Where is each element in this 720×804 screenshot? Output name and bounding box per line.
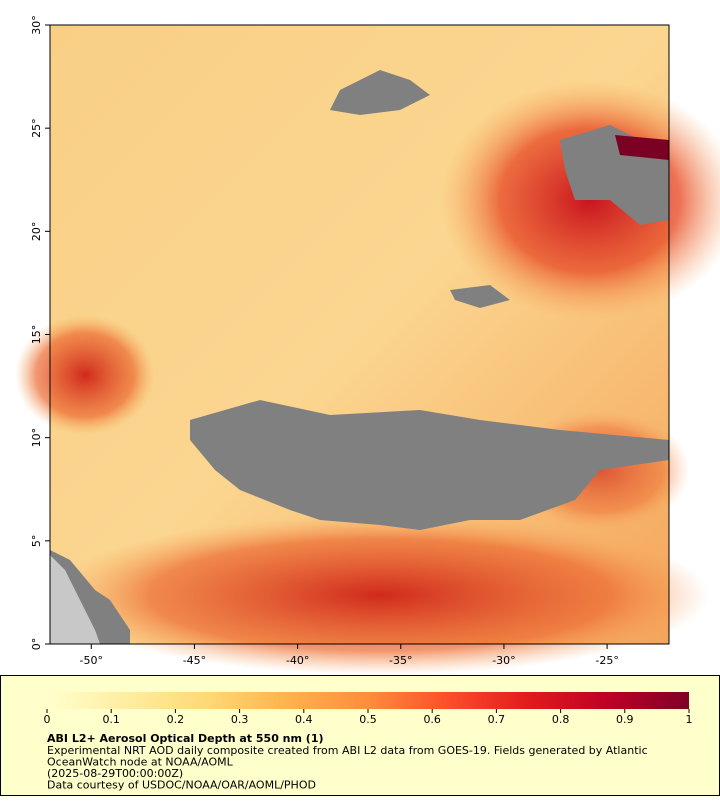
x-tick-label: -40° [286, 654, 309, 667]
colorbar-tick-label: 0.4 [295, 713, 313, 726]
colorbar-tick-label: 0.7 [488, 713, 506, 726]
colorbar-tick-label: 0.5 [359, 713, 377, 726]
y-tick-label: 25° [30, 118, 43, 138]
colorbar-tick-label: 0.1 [102, 713, 120, 726]
y-tick-label: 30° [30, 15, 43, 35]
y-tick-label: 15° [30, 325, 43, 345]
caption-title: ABI L2+ Aerosol Optical Depth at 550 nm … [47, 732, 324, 745]
x-tick-label: -25° [595, 654, 618, 667]
y-tick-label: 5° [30, 535, 43, 548]
x-tick-label: -30° [492, 654, 515, 667]
y-tick-label: 0° [30, 638, 43, 651]
colorbar-tick-label: 0.3 [231, 713, 249, 726]
y-tick-label: 10° [30, 428, 43, 448]
colorbar-tick-label: 0.6 [423, 713, 441, 726]
colorbar-tick-label: 0.8 [552, 713, 570, 726]
caption-line: Experimental NRT AOD daily composite cre… [47, 744, 648, 757]
caption-line: OceanWatch node at NOAA/AOML [47, 756, 234, 769]
x-tick-label: -50° [80, 654, 103, 667]
colorbar-tick-label: 1 [686, 713, 693, 726]
y-tick-label: 20° [30, 222, 43, 242]
map-raster [15, 25, 720, 675]
colorbar-tick-label: 0 [44, 713, 51, 726]
x-tick-label: -45° [183, 654, 206, 667]
x-tick-label: -35° [389, 654, 412, 667]
colorbar-tick-label: 0.9 [616, 713, 634, 726]
colorbar-tick-label: 0.2 [167, 713, 185, 726]
colorbar [47, 692, 689, 709]
caption-line: (2025-08-29T00:00:00Z) [47, 767, 183, 780]
caption-line: Data courtesy of USDOC/NOAA/OAR/AOML/PHO… [47, 779, 316, 792]
